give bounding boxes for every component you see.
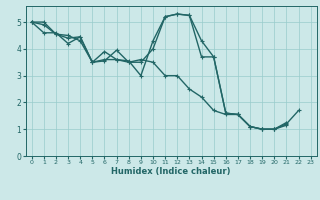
X-axis label: Humidex (Indice chaleur): Humidex (Indice chaleur) [111,167,231,176]
